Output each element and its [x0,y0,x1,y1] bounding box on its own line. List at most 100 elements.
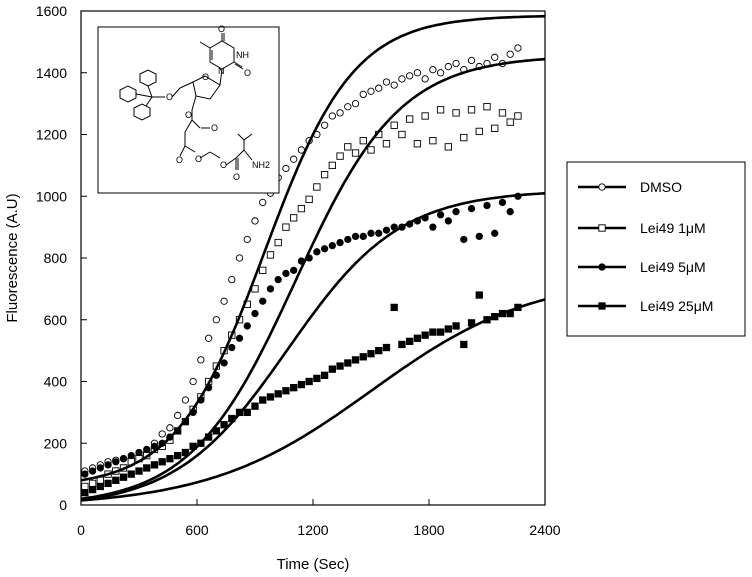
data-point-lei49-1-m [266,251,275,259]
data-point-lei49-5-m [112,458,120,466]
molecule-label-nh2: NH2 [252,160,270,170]
data-point-lei49-5-m [436,211,445,219]
data-point-lei49-1-m [328,161,336,170]
x-tick-label: 600 [185,522,209,538]
data-point-lei49-5-m [127,451,135,460]
data-point-lei49-25-m [344,359,352,367]
molecule-label-o-link-2: O [220,160,227,170]
data-point-lei49-25-m [406,337,414,346]
data-point-lei49-1-m [351,149,360,157]
molecule-label-o-trityl: O [166,92,173,102]
data-point-lei49-1-m [429,137,437,145]
y-tick-label: 1200 [36,127,67,143]
data-point-dmso [436,69,445,77]
data-point-dmso [336,109,344,117]
data-point-lei49-25-m [328,365,336,373]
data-point-dmso [514,44,522,52]
x-tick-label: 1200 [297,522,328,538]
data-point-lei49-25-m [143,464,151,472]
molecule-label-o1: O [218,24,225,34]
data-point-lei49-5-m [220,359,228,367]
data-point-lei49-1-m [436,106,445,114]
data-point-lei49-1-m [421,112,429,120]
data-point-lei49-1-m [81,482,89,491]
data-point-lei49-5-m [251,309,259,318]
data-point-lei49-1-m [88,479,97,488]
data-point-dmso [320,121,329,129]
legend-items: DMSO Lei49 1μM Lei49 5μM Lei49 25μM [578,179,713,314]
data-point-dmso [328,112,336,120]
fit-curve-dmso [80,14,546,482]
data-point-lei49-1-m [344,143,352,151]
legend-label-dmso: DMSO [640,179,682,195]
data-point-lei49-25-m [251,402,259,410]
data-point-lei49-1-m [251,285,259,293]
data-point-lei49-25-m [127,470,135,478]
data-point-lei49-1-m [475,127,483,136]
legend-marker-lei49-1-m [598,224,606,232]
data-point-dmso [251,217,259,225]
data-point-lei49-25-m [259,396,267,404]
data-point-dmso [444,62,452,71]
data-point-lei49-5-m [135,448,143,457]
data-point-lei49-5-m [81,470,89,478]
data-point-lei49-25-m [297,380,306,389]
data-point-lei49-1-m [290,214,298,222]
data-points [81,44,522,497]
data-point-lei49-5-m [282,269,290,278]
data-point-dmso [259,198,267,207]
data-point-lei49-5-m [143,445,151,454]
data-point-lei49-25-m [367,350,375,358]
data-point-lei49-5-m [336,238,344,247]
data-point-lei49-1-m [406,115,414,123]
fit-curve-lei49-1-m [80,57,546,501]
x-axis-title: Time (Sec) [277,556,350,573]
data-point-lei49-5-m [274,275,282,284]
data-point-dmso [413,69,422,77]
molecule-label-o-carbonyl-2: O [176,155,183,165]
data-point-lei49-1-m [491,124,499,132]
data-point-lei49-1-m [413,140,422,148]
data-point-lei49-1-m [467,106,476,114]
data-point-lei49-5-m [460,235,468,244]
data-point-lei49-5-m [88,467,97,475]
data-point-lei49-5-m [483,201,491,210]
data-point-dmso [290,155,298,163]
data-point-dmso [204,334,213,342]
data-point-lei49-1-m [274,238,282,247]
y-tick-label: 400 [44,374,68,390]
data-point-lei49-5-m [491,229,499,237]
data-point-lei49-25-m [375,346,383,355]
data-point-lei49-25-m [174,451,182,460]
data-point-lei49-5-m [259,297,267,305]
y-axis-title: Fluorescence (A.U) [4,193,21,322]
legend: DMSO Lei49 1μM Lei49 5μM Lei49 25μM [566,161,746,337]
data-point-lei49-5-m [444,217,452,225]
data-point-dmso [351,99,360,108]
data-point-lei49-25-m [119,473,128,481]
data-point-lei49-25-m [220,421,228,429]
data-point-lei49-1-m [359,137,367,145]
data-point-dmso [282,164,290,173]
data-point-lei49-5-m [359,232,367,241]
data-point-lei49-25-m [158,458,166,466]
data-point-lei49-25-m [135,467,143,475]
data-point-lei49-25-m [81,489,89,497]
data-point-lei49-1-m [297,204,306,213]
x-tick-label: 1800 [413,522,444,538]
data-point-lei49-1-m [382,140,391,148]
data-point-dmso [181,396,190,404]
data-point-lei49-5-m [228,343,236,352]
data-point-dmso [212,316,220,324]
data-point-dmso [467,56,476,65]
data-point-lei49-1-m [282,223,290,231]
data-point-lei49-1-m [313,183,321,191]
data-point-lei49-1-m [320,170,329,179]
data-point-lei49-25-m [398,340,406,349]
data-point-lei49-25-m [274,390,282,398]
fit-curve-lei49-5-m [80,192,546,502]
data-point-lei49-1-m [483,103,491,111]
data-point-lei49-25-m [336,362,344,370]
data-point-dmso [174,411,182,420]
